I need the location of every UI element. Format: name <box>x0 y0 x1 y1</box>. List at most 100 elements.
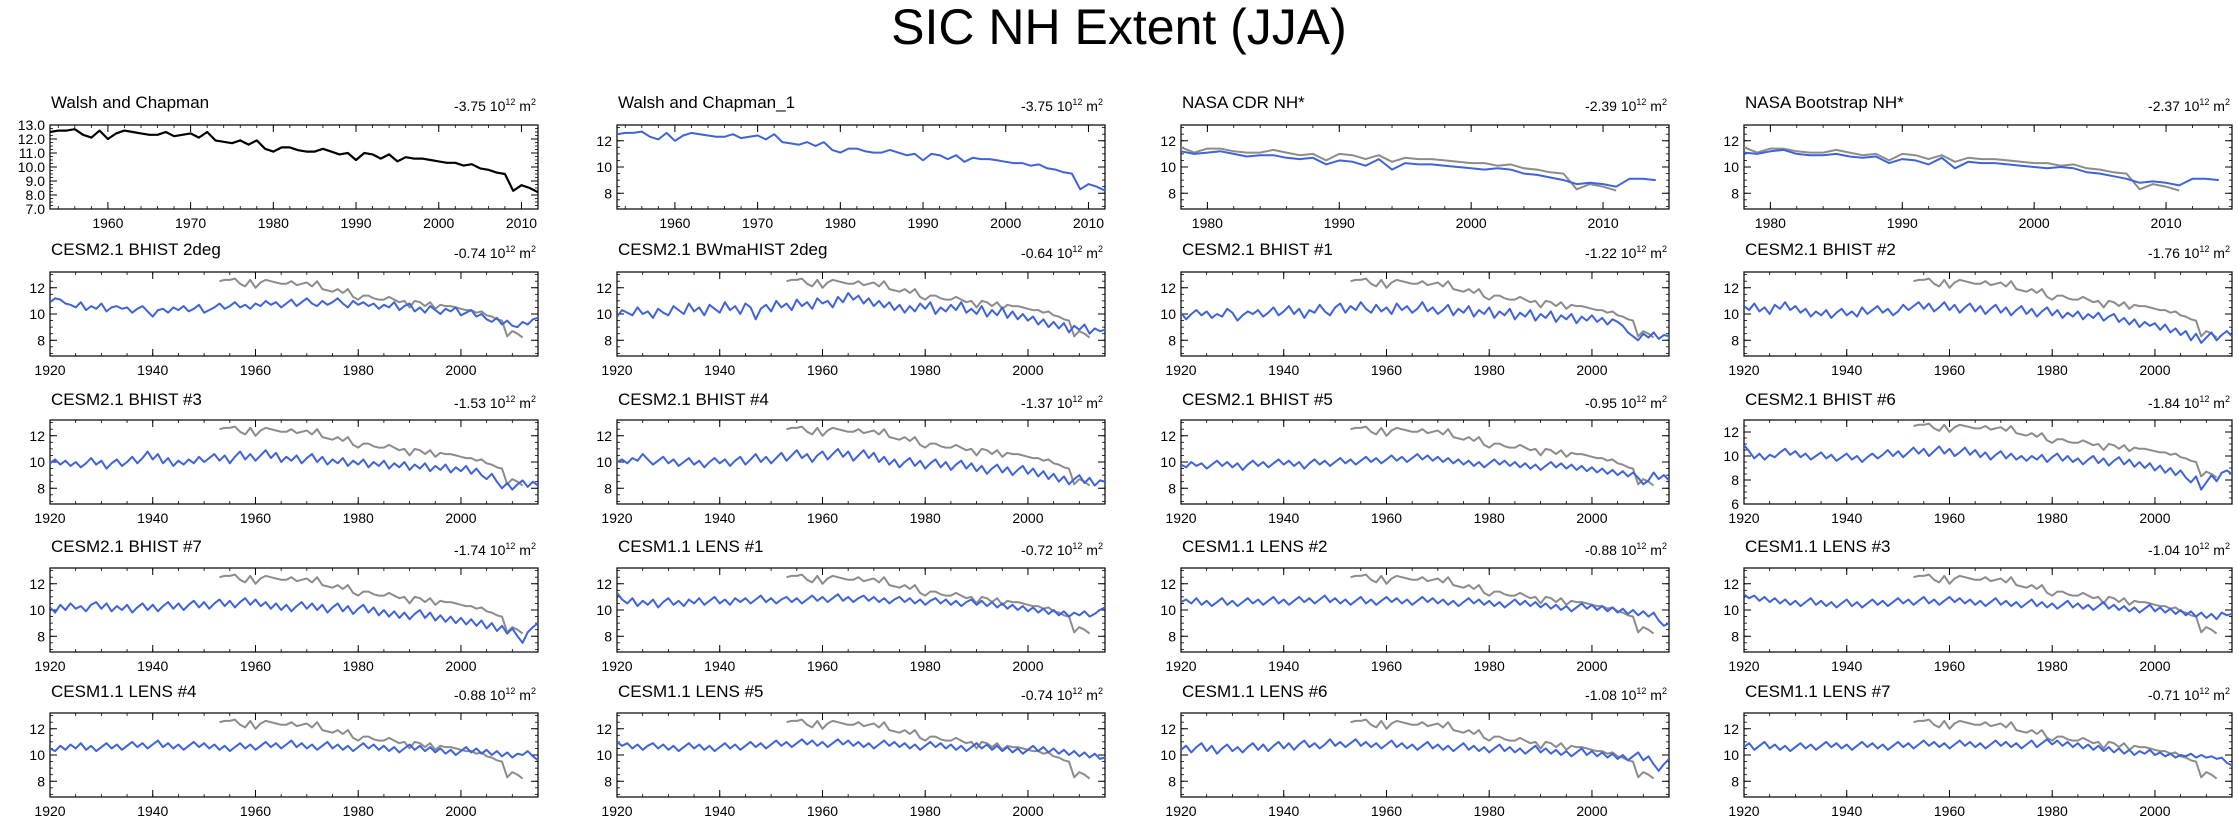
y-tick-label: 12 <box>596 721 612 737</box>
series-line <box>1744 301 2232 344</box>
trend-unit-exponent: 2 <box>531 394 536 404</box>
panel-title: CESM2.1 BHIST #1 <box>1182 240 1333 259</box>
trend-unit: m <box>515 687 531 703</box>
trend-exponent: 12 <box>505 394 515 404</box>
x-tick-label: 1920 <box>1165 658 1196 674</box>
y-tick-label: 10 <box>596 747 612 763</box>
trend-label: -3.75 1012 m2 <box>1021 97 1103 114</box>
x-tick-label: 1990 <box>907 215 938 231</box>
series-line <box>1913 718 2218 780</box>
y-tick-label: 12 <box>1723 280 1739 296</box>
y-tick-label: 11.0 <box>19 145 45 161</box>
panel-title: CESM2.1 BHIST 2deg <box>51 240 221 259</box>
series-line <box>1181 453 1669 486</box>
x-tick-label: 2000 <box>1456 215 1487 231</box>
y-tick-label: 10 <box>1160 747 1176 763</box>
x-tick-label: 1980 <box>825 215 856 231</box>
trend-value: -1.22 10 <box>1585 245 1637 261</box>
x-tick-label: 2000 <box>2139 362 2170 378</box>
x-tick-label: 1980 <box>910 362 941 378</box>
trend-exponent: 12 <box>1072 394 1082 404</box>
y-tick-label: 8 <box>1731 185 1739 201</box>
trend-label: -1.37 1012 m2 <box>1021 394 1103 411</box>
series-line <box>50 297 538 329</box>
trend-unit: m <box>2209 395 2225 411</box>
x-tick-label: 1980 <box>258 215 289 231</box>
series-group <box>1744 422 2232 491</box>
x-tick-label: 1960 <box>1934 362 1965 378</box>
panel-title: CESM2.1 BHIST #6 <box>1745 390 1896 409</box>
series-line <box>617 738 1105 760</box>
trend-unit-exponent: 2 <box>2225 394 2230 404</box>
trend-unit-exponent: 2 <box>2225 541 2230 551</box>
x-tick-label: 1940 <box>704 658 735 674</box>
plot-frame <box>1743 124 2233 210</box>
panel-title: CESM1.1 LENS #2 <box>1182 537 1328 556</box>
trend-label: -0.72 1012 m2 <box>1021 541 1103 558</box>
series-group <box>617 718 1105 780</box>
trend-unit-exponent: 2 <box>2225 97 2230 107</box>
trend-exponent: 12 <box>1072 244 1082 254</box>
x-tick-label: 1940 <box>1268 362 1299 378</box>
trend-label: -1.22 1012 m2 <box>1585 244 1667 261</box>
series-line <box>1744 738 2232 767</box>
panel-title: Walsh and Chapman <box>51 93 209 112</box>
panel-title: CESM1.1 LENS #7 <box>1745 682 1891 701</box>
panel-title: CESM1.1 LENS #5 <box>618 682 764 701</box>
x-tick-label: 1980 <box>1474 362 1505 378</box>
y-tick-label: 10 <box>596 602 612 618</box>
x-tick-label: 2000 <box>445 510 476 526</box>
y-tick-label: 12 <box>29 721 45 737</box>
series-line <box>50 128 538 194</box>
x-tick-label: 1940 <box>704 362 735 378</box>
y-tick-label: 10 <box>1723 448 1739 464</box>
y-tick-label: 8 <box>1731 628 1739 644</box>
x-tick-label: 1980 <box>1474 803 1505 819</box>
panel-title: NASA Bootstrap NH* <box>1745 93 1904 112</box>
x-tick-label: 1960 <box>240 803 271 819</box>
trend-exponent: 12 <box>1636 394 1646 404</box>
trend-unit-exponent: 2 <box>531 686 536 696</box>
x-tick-label: 1990 <box>340 215 371 231</box>
trend-label: -0.64 1012 m2 <box>1021 244 1103 261</box>
trend-unit: m <box>1646 98 1662 114</box>
y-tick-label: 10 <box>29 602 45 618</box>
x-tick-label: 1940 <box>1268 510 1299 526</box>
trend-value: -1.04 10 <box>2148 542 2200 558</box>
y-tick-label: 12 <box>596 133 612 149</box>
x-tick-label: 1960 <box>1934 658 1965 674</box>
trend-value: -0.88 10 <box>454 687 506 703</box>
y-tick-label: 8 <box>1731 472 1739 488</box>
series-line <box>219 573 524 635</box>
y-tick-label: 12 <box>1160 280 1176 296</box>
x-tick-label: 2000 <box>1012 803 1043 819</box>
y-tick-label: 10 <box>1160 454 1176 470</box>
y-tick-label: 10 <box>29 747 45 763</box>
trend-label: -1.84 1012 m2 <box>2148 394 2230 411</box>
x-tick-label: 1920 <box>1165 803 1196 819</box>
trend-value: -1.74 10 <box>454 542 506 558</box>
x-tick-label: 1980 <box>910 510 941 526</box>
x-tick-label: 1920 <box>34 803 65 819</box>
x-tick-label: 1940 <box>1268 803 1299 819</box>
trend-unit-exponent: 2 <box>1098 686 1103 696</box>
x-tick-label: 1980 <box>343 362 374 378</box>
trend-unit: m <box>515 395 531 411</box>
trend-unit: m <box>1082 98 1098 114</box>
y-tick-label: 8 <box>604 773 612 789</box>
y-tick-label: 8 <box>1168 480 1176 496</box>
x-tick-label: 2000 <box>445 803 476 819</box>
plot-frame <box>1180 124 1670 210</box>
x-tick-label: 1920 <box>1165 362 1196 378</box>
y-tick-label: 10 <box>1160 306 1176 322</box>
trend-label: -3.75 1012 m2 <box>454 97 536 114</box>
series-line <box>1913 573 2218 635</box>
x-tick-label: 1920 <box>34 362 65 378</box>
x-tick-label: 1980 <box>2037 658 2068 674</box>
trend-value: -0.74 10 <box>1021 687 1073 703</box>
